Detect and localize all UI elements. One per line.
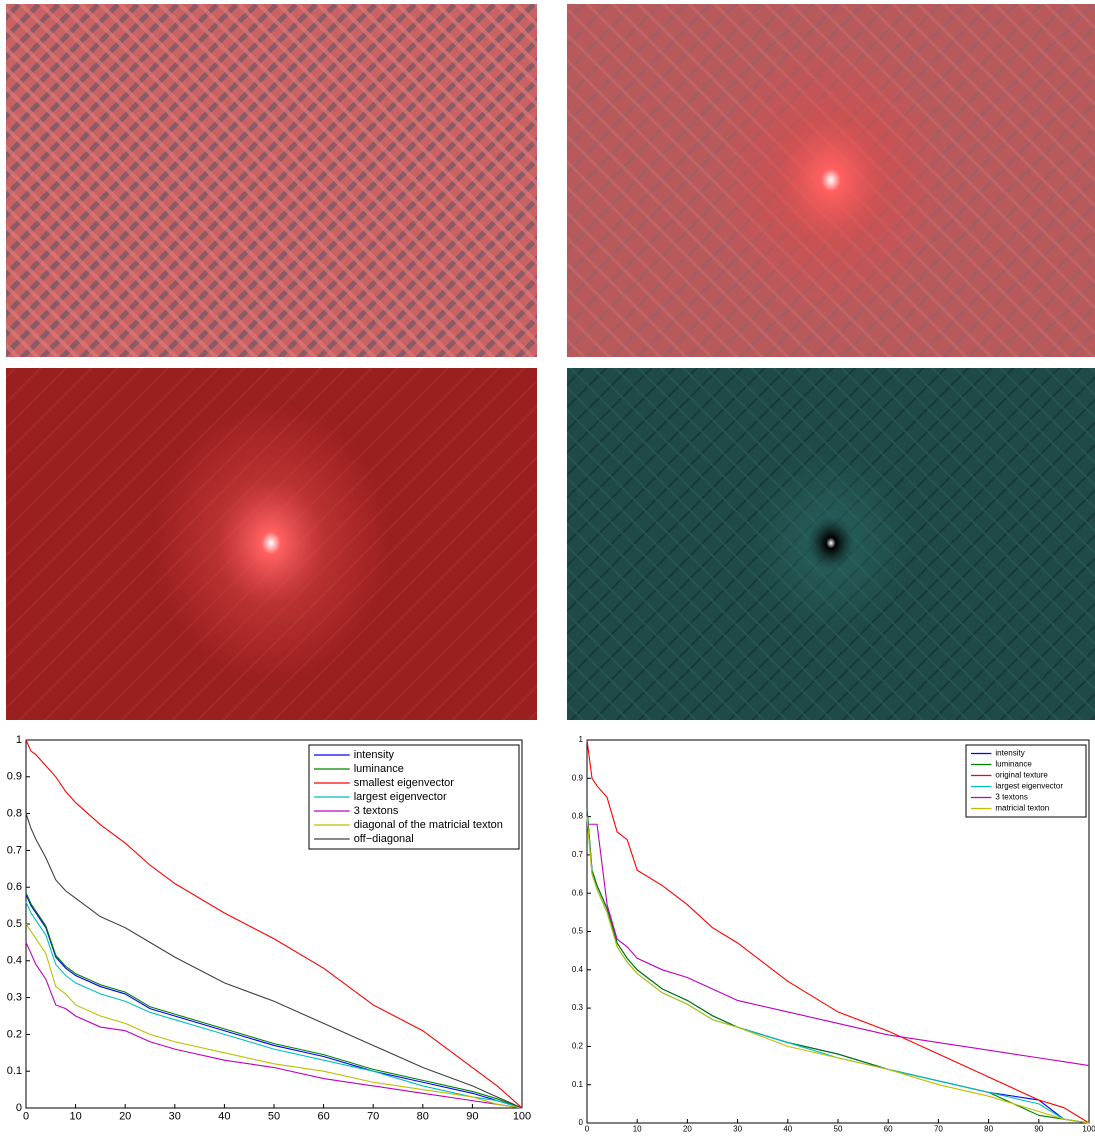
original-texture-image: [6, 4, 537, 357]
x-tick-label: 0: [23, 1111, 29, 1123]
y-tick-label: 0.6: [572, 888, 584, 897]
red-channel-peak: [151, 403, 391, 683]
y-tick-label: 0.6: [7, 881, 22, 893]
y-tick-label: 0: [579, 1118, 584, 1127]
y-tick-label: 0.3: [7, 992, 22, 1004]
x-tick-label: 30: [169, 1111, 181, 1123]
y-tick-label: 1: [16, 734, 22, 746]
series-line: [586, 739, 1090, 1124]
series-line: [25, 739, 523, 1109]
legend-label: intensity: [354, 749, 395, 761]
x-tick-label: 10: [69, 1111, 81, 1123]
legend-label: 3 textons: [995, 793, 1027, 802]
series-line: [25, 894, 523, 1109]
x-tick-label: 80: [984, 1125, 993, 1134]
y-tick-label: 0.1: [572, 1080, 584, 1089]
y-tick-label: 1: [579, 735, 584, 744]
x-tick-label: 0: [585, 1125, 590, 1134]
x-tick-label: 10: [633, 1125, 642, 1134]
legend-label: off−diagonal: [354, 833, 414, 845]
x-tick-label: 60: [317, 1111, 329, 1123]
y-tick-label: 0.5: [572, 927, 584, 936]
y-tick-label: 0.7: [572, 850, 584, 859]
x-tick-label: 70: [367, 1111, 379, 1123]
series-line: [25, 942, 523, 1109]
x-tick-label: 50: [834, 1125, 843, 1134]
legend-label: largest eigenvector: [354, 791, 447, 803]
x-tick-label: 90: [466, 1111, 478, 1123]
y-tick-label: 0: [16, 1102, 22, 1114]
y-tick-label: 0.9: [7, 771, 22, 783]
legend-label: largest eigenvector: [995, 782, 1063, 791]
legend-label: intensity: [995, 749, 1024, 758]
x-tick-label: 70: [934, 1125, 943, 1134]
y-tick-label: 0.2: [572, 1042, 584, 1051]
x-tick-label: 60: [884, 1125, 893, 1134]
series-line: [586, 816, 1090, 1124]
x-tick-label: 100: [513, 1111, 531, 1123]
texture-images: [6, 4, 1095, 720]
series-line: [587, 823, 1090, 1067]
cyan-channel-peak: [751, 453, 911, 633]
legend-box: [965, 744, 1087, 818]
series-line: [25, 892, 523, 1109]
legend-label: luminance: [995, 760, 1032, 769]
autocorrelation-peak: [711, 40, 951, 320]
x-tick-label: 80: [417, 1111, 429, 1123]
x-tick-label: 90: [1034, 1125, 1043, 1134]
line-chart: 00.10.20.30.40.50.60.70.80.910 10 20 30 40 50…: [572, 735, 1095, 1133]
y-tick-label: 0.5: [7, 918, 22, 930]
line-chart: 00.10.20.30.40.50.60.70.80.910 10 20 30 40 50…: [7, 734, 531, 1123]
legend-label: original texture: [995, 771, 1048, 780]
y-tick-label: 0.9: [572, 773, 584, 782]
y-tick-label: 0.8: [7, 808, 22, 820]
y-tick-label: 0.8: [572, 812, 584, 821]
legend-label: 3 textons: [354, 805, 399, 817]
x-tick-label: 20: [119, 1111, 131, 1123]
y-tick-label: 0.1: [7, 1065, 22, 1077]
series-line: [25, 901, 523, 1109]
x-tick-label: 100: [1082, 1125, 1095, 1134]
x-tick-label: 40: [218, 1111, 230, 1123]
x-tick-label: 40: [783, 1125, 792, 1134]
y-tick-label: 0.4: [7, 955, 22, 967]
y-tick-label: 0.7: [7, 844, 22, 856]
x-tick-label: 50: [268, 1111, 280, 1123]
legend-label: luminance: [354, 763, 404, 775]
legend-label: diagonal of the matricial texton: [354, 819, 503, 831]
series-line: [25, 813, 523, 1109]
x-tick-label: 30: [733, 1125, 742, 1134]
legend-label: smallest eigenvector: [354, 777, 455, 789]
x-tick-label: 20: [683, 1125, 692, 1134]
series-line: [25, 923, 523, 1109]
y-tick-label: 0.3: [572, 1003, 584, 1012]
legend-label: matricial texton: [995, 804, 1049, 813]
y-tick-label: 0.2: [7, 1028, 22, 1040]
y-tick-label: 0.4: [572, 965, 584, 974]
